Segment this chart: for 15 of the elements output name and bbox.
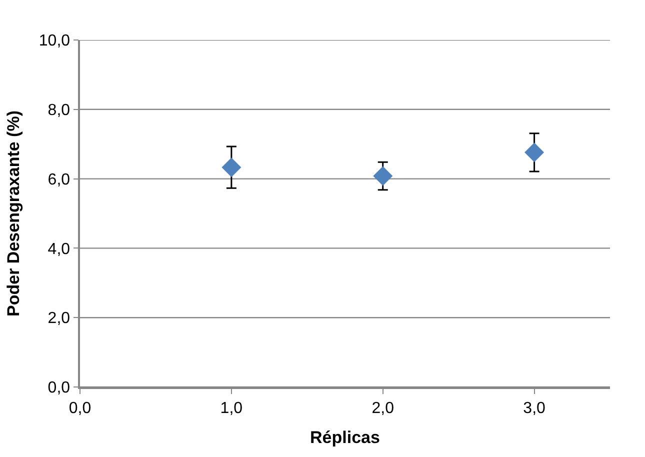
- x-tick-label: 2,0: [372, 400, 394, 417]
- x-tick-label: 3,0: [523, 400, 546, 417]
- y-tick-label: 10,0: [38, 32, 70, 50]
- point: [524, 142, 544, 162]
- x-tick-label: 0,0: [68, 400, 92, 417]
- y-tick-label: 2,0: [48, 310, 70, 328]
- y-tick-label: 8,0: [48, 102, 70, 119]
- x-axis-title: Réplicas: [310, 428, 380, 447]
- y-axis-title: Poder Desengraxante (%): [4, 110, 23, 316]
- y-tick-label: 0,0: [48, 380, 70, 397]
- y-tick-label: 6,0: [48, 171, 70, 188]
- x-tick-label: 1,0: [220, 400, 243, 417]
- point: [373, 166, 393, 186]
- y-tick-label: 4,0: [48, 240, 70, 258]
- point: [222, 158, 242, 178]
